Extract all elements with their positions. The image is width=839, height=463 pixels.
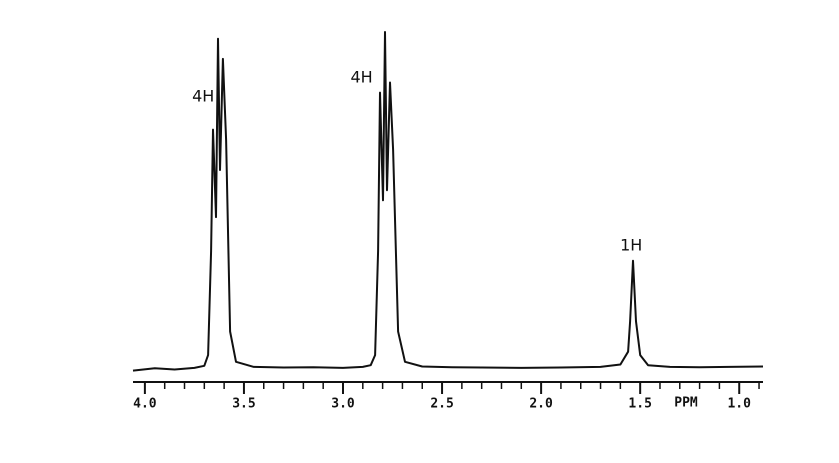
x-tick-label: 3.5	[232, 397, 255, 412]
spectrum-line	[132, 31, 764, 372]
peak-annotation: 4H	[350, 68, 372, 87]
x-tick-label: 1.5	[628, 397, 651, 412]
x-tick-label: 4.0	[133, 397, 157, 412]
peak-annotation: 1H	[620, 236, 642, 255]
x-tick-label: 2.0	[529, 397, 553, 412]
x-tick-label: 3.0	[331, 397, 355, 412]
x-tick-label: 1.0	[727, 397, 751, 412]
peak-annotation: 4H	[192, 87, 214, 106]
x-tick-label: 2.5	[430, 397, 453, 412]
x-axis-label: PPM	[674, 396, 698, 411]
